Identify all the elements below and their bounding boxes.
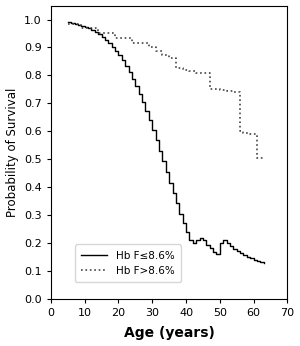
Hb F>8.6% (218, 88, 222, 92)
Y-axis label: Probability of Survival: Probability of Survival (6, 88, 19, 217)
Hb F>8.6% (194, 71, 198, 75)
Hb F>8.6% (130, 41, 134, 45)
Hb F>8.6% (160, 53, 164, 57)
Hb F≤8.6% (66, 20, 70, 25)
Hb F≤8.6% (262, 261, 266, 265)
Hb F>8.6% (188, 69, 191, 73)
Line: Hb F≤8.6%: Hb F≤8.6% (68, 22, 264, 263)
Legend: Hb F≤8.6%, Hb F>8.6%: Hb F≤8.6%, Hb F>8.6% (75, 244, 181, 282)
Line: Hb F>8.6%: Hb F>8.6% (68, 24, 264, 159)
Hb F>8.6% (255, 156, 259, 160)
Hb F>8.6% (66, 22, 70, 26)
Hb F≤8.6% (73, 22, 76, 26)
Hb F>8.6% (225, 89, 228, 93)
Hb F>8.6% (80, 26, 83, 30)
X-axis label: Age (years): Age (years) (124, 326, 214, 340)
Hb F>8.6% (154, 49, 158, 54)
Hb F≤8.6% (117, 53, 120, 57)
Hb F>8.6% (174, 66, 178, 71)
Hb F>8.6% (262, 157, 266, 161)
Hb F>8.6% (113, 36, 117, 40)
Hb F>8.6% (232, 90, 235, 94)
Hb F>8.6% (242, 131, 245, 135)
Hb F>8.6% (147, 45, 151, 49)
Hb F>8.6% (238, 129, 242, 134)
Hb F≤8.6% (208, 246, 211, 250)
Hb F≤8.6% (86, 26, 90, 30)
Hb F≤8.6% (96, 32, 100, 36)
Hb F>8.6% (181, 68, 184, 72)
Hb F>8.6% (248, 132, 252, 136)
Hb F≤8.6% (167, 180, 171, 184)
Hb F>8.6% (96, 31, 100, 35)
Hb F>8.6% (167, 56, 171, 60)
Hb F>8.6% (208, 87, 211, 91)
